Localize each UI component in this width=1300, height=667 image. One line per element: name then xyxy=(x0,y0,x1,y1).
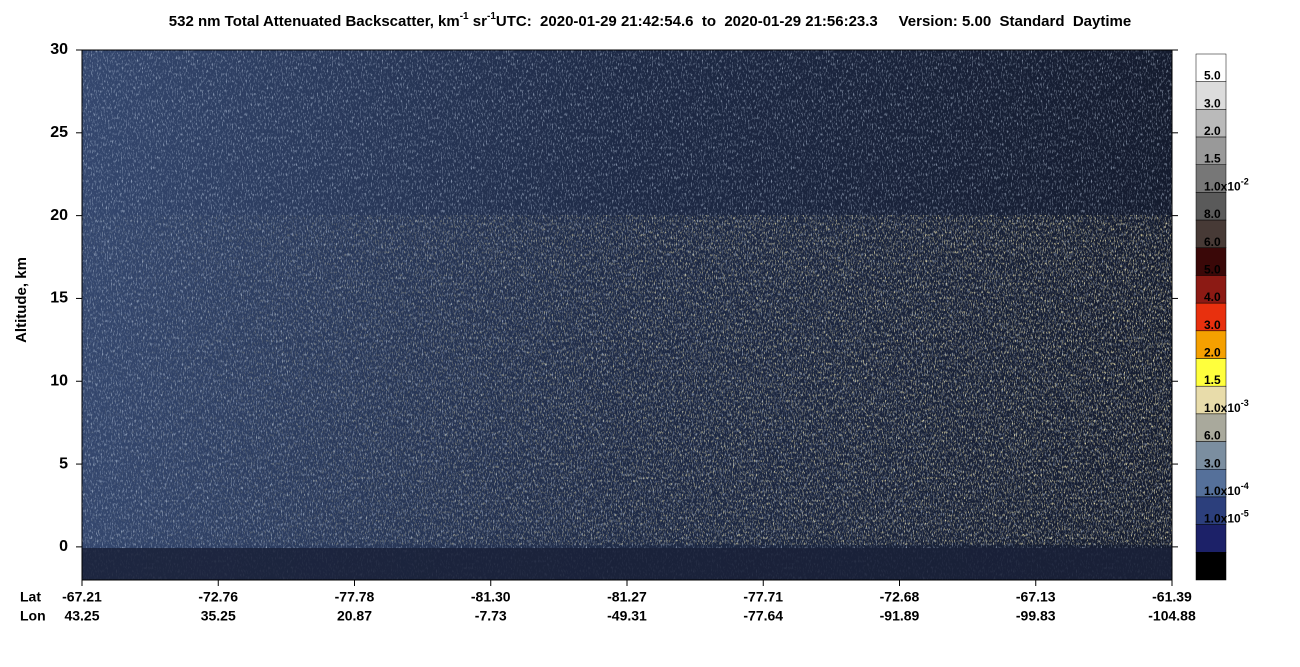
colorbar-label-text: 1.5 xyxy=(1204,152,1221,166)
x-tick-label: -104.88 xyxy=(1148,608,1196,624)
colorbar-swatch xyxy=(1195,413,1227,442)
colorbar-label-text: 4.0 xyxy=(1204,290,1221,304)
colorbar-swatch xyxy=(1195,358,1227,387)
colorbar-swatch xyxy=(1195,192,1227,221)
colorbar-label: 6.0 xyxy=(1204,429,1221,443)
x-tick-label: -72.68 xyxy=(880,589,920,605)
colorbar-label-text: 5.0 xyxy=(1204,263,1221,277)
colorbar-label-text: 1.5 xyxy=(1204,373,1221,387)
x-tick-label: -72.76 xyxy=(198,589,238,605)
colorbar-label-text: 1.0x10 xyxy=(1204,180,1241,194)
colorbar-label: 4.0 xyxy=(1204,290,1221,304)
colorbar-label-text: 5.0 xyxy=(1204,69,1221,83)
colorbar-swatch xyxy=(1195,385,1227,415)
x-tick-label: -49.31 xyxy=(607,608,647,624)
y-tick-label: 25 xyxy=(50,124,68,141)
y-tick-label: 30 xyxy=(50,41,68,58)
x-tick-label: 20.87 xyxy=(337,608,372,624)
colorbar-swatch xyxy=(1195,330,1227,359)
colorbar-label-text: 1.0x10 xyxy=(1204,512,1241,526)
title-part: 532 nm Total Attenuated Backscatter, km xyxy=(169,13,460,30)
colorbar-swatch xyxy=(1195,441,1227,470)
y-tick-label: 10 xyxy=(50,372,68,389)
x-row-label: Lat xyxy=(20,589,41,605)
x-tick-label: -67.21 xyxy=(62,589,102,605)
colorbar-swatch xyxy=(1195,81,1227,110)
colorbar-label-text: 6.0 xyxy=(1204,429,1221,443)
x-tick-label: -61.39 xyxy=(1152,589,1192,605)
colorbar-swatch xyxy=(1195,219,1227,249)
x-tick-label: 35.25 xyxy=(201,608,236,624)
x-tick-label: 43.25 xyxy=(64,608,99,624)
colorbar-label-exp: -3 xyxy=(1241,398,1249,408)
colorbar-swatch xyxy=(1195,524,1227,553)
colorbar-label-text: 3.0 xyxy=(1204,97,1221,111)
x-tick-label: -77.64 xyxy=(743,608,783,624)
colorbar-swatch xyxy=(1195,136,1227,165)
colorbar-label-text: 3.0 xyxy=(1204,318,1221,332)
subtitle: UTC: 2020-01-29 21:42:54.6 to 2020-01-29… xyxy=(496,13,1131,30)
title-part: sr xyxy=(469,13,488,30)
title-part: -1 xyxy=(460,11,469,22)
y-tick-label: 15 xyxy=(50,290,68,307)
colorbar-label-exp: -5 xyxy=(1241,509,1249,519)
colorbar-label-exp: -2 xyxy=(1241,177,1249,187)
x-tick-label: -81.27 xyxy=(607,589,647,605)
colorbar-label-text: 1.0x10 xyxy=(1204,484,1241,498)
x-tick-label: -81.30 xyxy=(471,589,511,605)
colorbar-label-text: 2.0 xyxy=(1204,346,1221,360)
x-tick-label: -67.13 xyxy=(1016,589,1056,605)
colorbar-label: 2.0 xyxy=(1204,124,1221,138)
y-tick-label: 20 xyxy=(50,207,68,224)
colorbar-label: 1.0x10-2 xyxy=(1204,177,1249,194)
colorbar-label: 1.0x10-5 xyxy=(1204,509,1249,526)
colorbar-swatch xyxy=(1195,552,1227,581)
colorbar-label-text: 3.0 xyxy=(1204,456,1221,470)
x-tick-label: -99.83 xyxy=(1016,608,1056,624)
colorbar-label-text: 8.0 xyxy=(1204,207,1221,221)
colorbar-swatch xyxy=(1195,275,1227,304)
colorbar-swatch xyxy=(1195,164,1227,193)
title-part: -1 xyxy=(487,11,496,22)
x-tick-label: -77.78 xyxy=(335,589,375,605)
colorbar-label: 5.0 xyxy=(1204,263,1221,277)
colorbar-swatch xyxy=(1195,302,1227,332)
colorbar-swatch xyxy=(1195,469,1227,498)
colorbar-label: 1.5 xyxy=(1204,152,1221,166)
x-tick-label: -7.73 xyxy=(475,608,507,624)
colorbar-swatch xyxy=(1195,109,1227,138)
x-row-label: Lon xyxy=(20,608,46,624)
colorbar-label: 1.5 xyxy=(1204,373,1221,387)
colorbar-swatch xyxy=(1195,247,1227,276)
colorbar-label-text: 1.0x10 xyxy=(1204,401,1241,415)
colorbar-label: 3.0 xyxy=(1204,456,1221,470)
colorbar-label: 5.0 xyxy=(1204,69,1221,83)
colorbar-label-text: 6.0 xyxy=(1204,235,1221,249)
curtain-image xyxy=(82,50,1172,580)
y-tick-label: 5 xyxy=(59,455,68,472)
colorbar-label: 8.0 xyxy=(1204,207,1221,221)
y-axis-label: Altitude, km xyxy=(13,257,30,343)
colorbar-label-text: 2.0 xyxy=(1204,124,1221,138)
x-tick-label: -91.89 xyxy=(880,608,920,624)
y-tick-label: 0 xyxy=(59,538,68,555)
colorbar-label: 6.0 xyxy=(1204,235,1221,249)
colorbar-label: 3.0 xyxy=(1204,97,1221,111)
colorbar-label: 3.0 xyxy=(1204,318,1221,332)
colorbar-label: 2.0 xyxy=(1204,346,1221,360)
colorbar-label: 1.0x10-4 xyxy=(1204,481,1249,498)
colorbar-label-exp: -4 xyxy=(1241,481,1249,491)
colorbar-swatch xyxy=(1195,53,1227,82)
x-tick-label: -77.71 xyxy=(743,589,783,605)
colorbar-label: 1.0x10-3 xyxy=(1204,398,1249,415)
title: 532 nm Total Attenuated Backscatter, km-… xyxy=(169,11,1131,30)
